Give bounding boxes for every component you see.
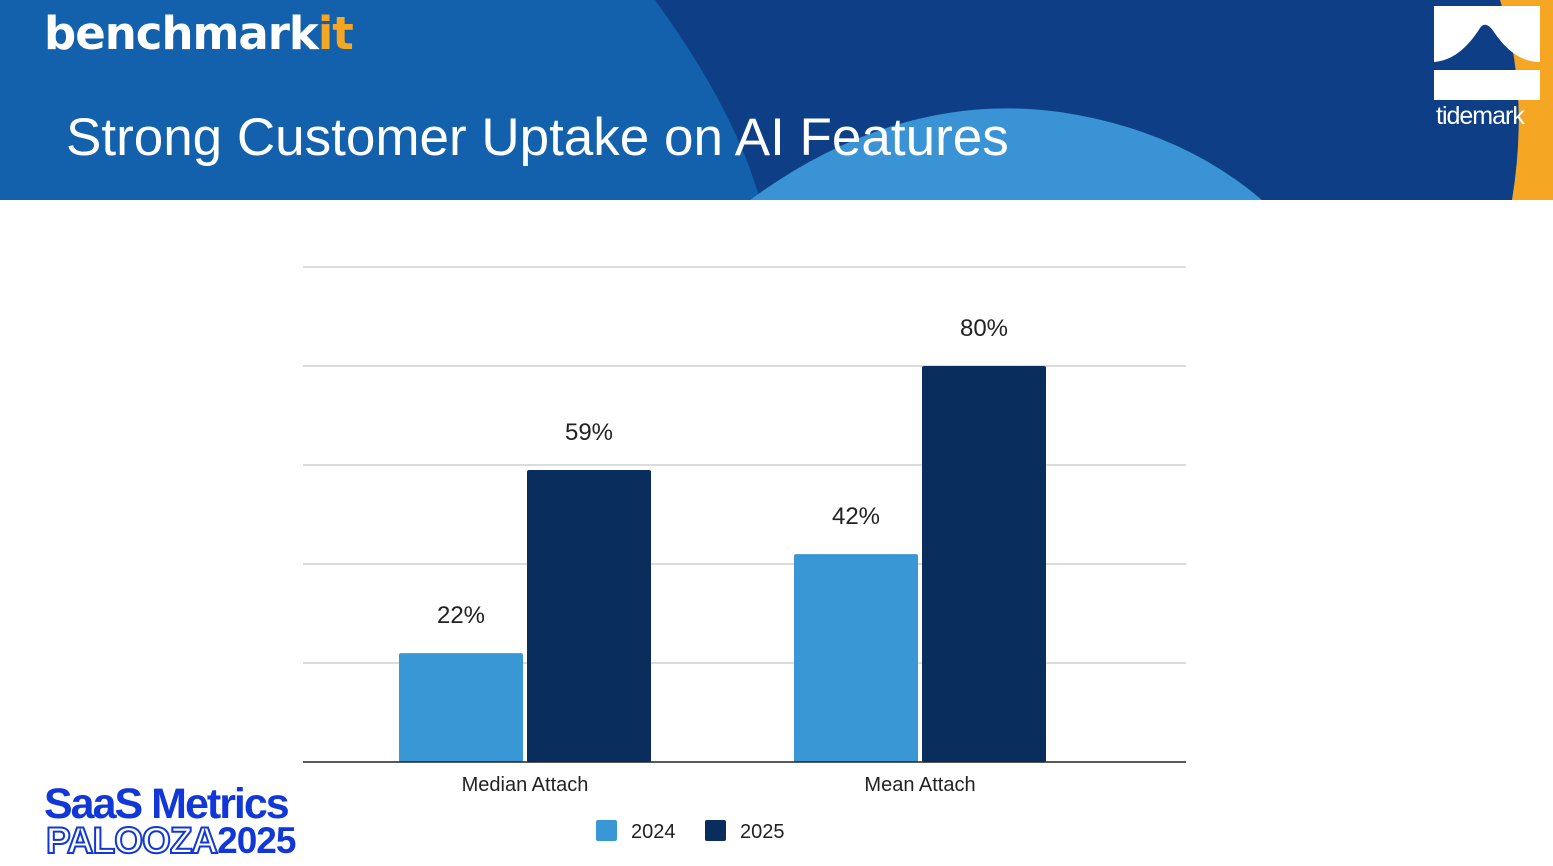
bar-2025-1 bbox=[922, 366, 1046, 762]
tidemark-logo-wave-shape bbox=[1434, 6, 1540, 62]
legend-swatch-2024 bbox=[596, 820, 617, 841]
header-banner: benchmarkit Strong Customer Uptake on AI… bbox=[0, 0, 1553, 200]
tidemark-logo-bar bbox=[1434, 70, 1540, 100]
data-label-2024-0: 22% bbox=[437, 602, 485, 629]
bar-2024-1 bbox=[794, 554, 918, 762]
slide-title: Strong Customer Uptake on AI Features bbox=[66, 108, 1009, 167]
header-wave bbox=[750, 108, 1262, 200]
tidemark-logo-text: tidemark bbox=[1436, 102, 1525, 130]
event-logo-outline-word: PALOOZA bbox=[45, 819, 219, 862]
header-background bbox=[0, 0, 1553, 200]
legend-label-2025: 2025 bbox=[740, 821, 785, 843]
event-logo-year: 2025 bbox=[217, 820, 296, 861]
brand-logo-prefix: benchmark bbox=[44, 7, 319, 60]
bar-2024-0 bbox=[399, 653, 523, 762]
brand-logo-suffix: it bbox=[317, 7, 354, 60]
bar-2025-0 bbox=[527, 469, 651, 762]
data-label-2025-0: 59% bbox=[565, 419, 613, 446]
x-tick-label-0: Median Attach bbox=[462, 774, 589, 796]
data-label-2025-1: 80% bbox=[960, 315, 1008, 342]
event-logo-line2: PALOOZA2025 bbox=[45, 819, 296, 862]
legend-label-2024: 2024 bbox=[631, 821, 676, 843]
legend-swatch-2025 bbox=[705, 820, 726, 841]
benchmarkit-logo: benchmarkit bbox=[44, 2, 354, 66]
x-tick-label-1: Mean Attach bbox=[864, 774, 975, 796]
header-left-panel bbox=[0, 0, 760, 200]
tidemark-logo-mark bbox=[1434, 6, 1540, 100]
data-label-2024-1: 42% bbox=[832, 503, 880, 530]
event-logo-line1: SaaS Metrics bbox=[44, 780, 290, 828]
